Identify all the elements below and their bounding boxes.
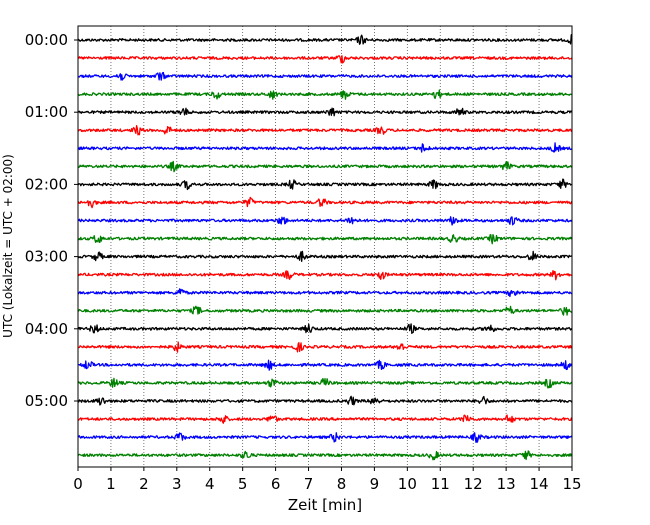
- seismogram-trace-0545: [77, 450, 573, 461]
- seismogram-trace-0345: [78, 305, 573, 316]
- seismogram-trace-0530: [77, 432, 573, 443]
- y-tick-label: 00:00: [25, 31, 68, 49]
- trace-layer: [77, 33, 573, 461]
- x-tick-label: 13: [497, 475, 516, 493]
- seismogram-trace-0215: [77, 196, 573, 209]
- seismogram-trace-0045: [77, 89, 573, 100]
- x-tick-label: 9: [370, 475, 380, 493]
- seismogram-trace-0430: [77, 359, 573, 371]
- seismogram-trace-0400: [77, 323, 573, 334]
- seismogram-trace-0015: [77, 55, 573, 64]
- x-tick-label: 11: [431, 475, 450, 493]
- seismogram-trace-0000: [77, 33, 573, 45]
- x-tick-label: 15: [562, 475, 581, 493]
- seismogram-trace-0515: [77, 414, 573, 424]
- seismogram-trace-0315: [77, 270, 573, 281]
- seismogram-trace-0230: [77, 216, 573, 226]
- y-tick-label: 02:00: [25, 175, 68, 193]
- seismogram-trace-0145: [77, 160, 573, 173]
- seismogram-trace-0500: [77, 395, 573, 406]
- x-tick-label: 8: [337, 475, 347, 493]
- x-tick-label: 0: [73, 475, 83, 493]
- seismogram-trace-0245: [77, 234, 573, 245]
- seismogram-trace-0445: [77, 377, 573, 389]
- plot-frame: [77, 25, 573, 468]
- y-tick-label: 03:00: [25, 248, 68, 266]
- seismogram-trace-0300: [77, 250, 573, 262]
- x-tick-label: 7: [304, 475, 314, 493]
- x-tick-label: 4: [205, 475, 215, 493]
- y-tick-label: 05:00: [25, 392, 68, 410]
- seismogram-trace-0030: [77, 71, 573, 81]
- x-tick-label: 6: [271, 475, 281, 493]
- y-tick-label: 01:00: [25, 103, 68, 121]
- seismogram-trace-0130: [77, 142, 573, 153]
- seismogram-trace-0415: [77, 341, 573, 353]
- x-tick-label: 5: [238, 475, 248, 493]
- seismogram-trace-0115: [77, 124, 573, 136]
- seismogram-trace-0330: [77, 288, 573, 298]
- x-tick-label: 14: [530, 475, 549, 493]
- tick-layer: 0 1 2 3 4 5 6 7 8 9 10 11 12 13 14 1500:0001:0002:0003:…: [25, 31, 582, 493]
- x-tick-label: 10: [398, 475, 417, 493]
- y-axis-label: UTC (Lokalzeit = UTC + 02:00): [1, 154, 15, 338]
- x-axis-label: Zeit [min]: [288, 496, 362, 514]
- x-tick-label: 1: [106, 475, 116, 493]
- x-tick-label: 12: [464, 475, 483, 493]
- y-tick-label: 04:00: [25, 320, 68, 338]
- seismogram-trace-0100: [77, 107, 573, 117]
- seismogram-trace-0200: [77, 178, 573, 191]
- x-tick-label: 3: [172, 475, 182, 493]
- x-tick-label: 2: [139, 475, 149, 493]
